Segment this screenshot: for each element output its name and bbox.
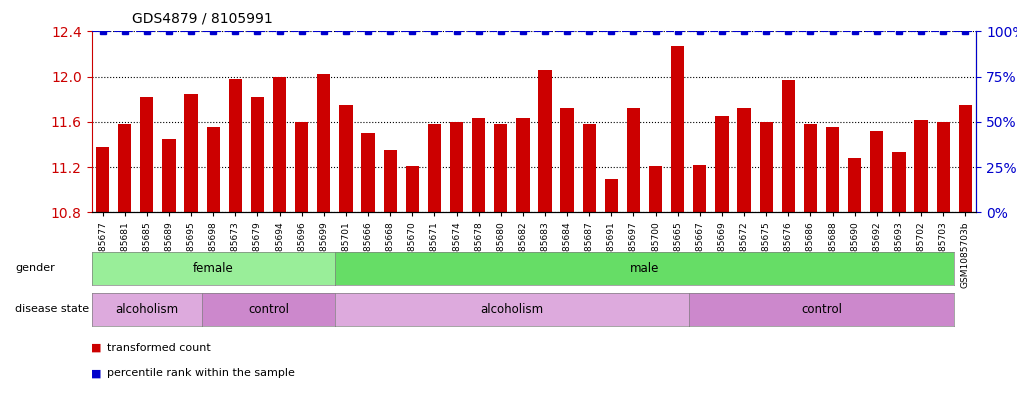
Bar: [760, 122, 773, 212]
Text: alcoholism: alcoholism: [480, 303, 543, 316]
Bar: [871, 131, 884, 212]
Bar: [295, 122, 308, 212]
Bar: [163, 139, 176, 212]
Text: female: female: [193, 262, 234, 275]
Text: transformed count: transformed count: [107, 343, 211, 353]
Text: control: control: [248, 303, 289, 316]
Bar: [450, 122, 463, 212]
Text: GDS4879 / 8105991: GDS4879 / 8105991: [132, 12, 273, 26]
Bar: [206, 127, 220, 212]
Bar: [959, 105, 972, 212]
Bar: [538, 70, 551, 212]
Bar: [803, 124, 817, 212]
Text: ■: ■: [92, 343, 102, 353]
Bar: [406, 166, 419, 212]
Bar: [472, 118, 485, 212]
Bar: [184, 94, 197, 212]
Bar: [626, 108, 640, 212]
Bar: [649, 166, 662, 212]
Bar: [96, 147, 109, 212]
Bar: [715, 116, 728, 212]
Bar: [317, 74, 331, 212]
Text: gender: gender: [15, 263, 55, 273]
Bar: [583, 124, 596, 212]
Bar: [118, 124, 131, 212]
Bar: [848, 158, 861, 212]
Text: alcoholism: alcoholism: [115, 303, 178, 316]
Text: percentile rank within the sample: percentile rank within the sample: [107, 368, 295, 378]
Bar: [229, 79, 242, 212]
Bar: [937, 122, 950, 212]
Text: control: control: [801, 303, 842, 316]
Bar: [892, 152, 905, 212]
Text: disease state: disease state: [15, 305, 89, 314]
Bar: [361, 133, 374, 212]
Text: male: male: [630, 262, 659, 275]
Bar: [605, 180, 618, 212]
Bar: [340, 105, 353, 212]
Bar: [826, 127, 839, 212]
Bar: [737, 108, 751, 212]
Bar: [671, 46, 684, 212]
Bar: [383, 150, 397, 212]
Bar: [517, 118, 530, 212]
Bar: [782, 80, 795, 212]
Bar: [914, 119, 928, 212]
Bar: [494, 124, 507, 212]
Text: ■: ■: [92, 368, 102, 378]
Bar: [428, 124, 441, 212]
Bar: [140, 97, 154, 212]
Bar: [251, 97, 264, 212]
Bar: [560, 108, 574, 212]
Bar: [273, 77, 286, 212]
Bar: [694, 165, 707, 212]
